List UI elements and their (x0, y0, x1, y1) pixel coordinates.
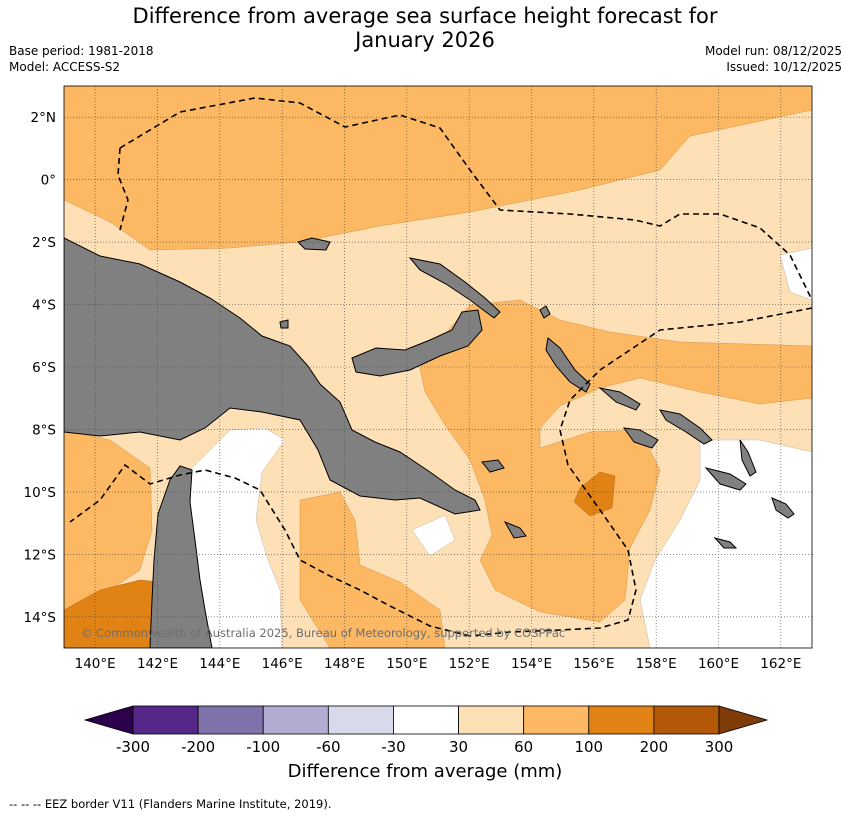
eez-legend-footnote: -- -- -- EEZ border V11 (Flanders Marine… (9, 797, 332, 811)
colorbar-segment (523, 705, 590, 735)
lon-tick-label: 162°E (760, 656, 801, 672)
colorbar-segment (132, 705, 199, 735)
land-new-ireland (408, 257, 501, 319)
lon-tick-label: 140°E (75, 656, 116, 672)
lon-tick-label: 146°E (262, 656, 303, 672)
lon-tick-label: 150°E (386, 656, 427, 672)
colorbar-extend-high (718, 705, 769, 735)
eez-borders (69, 97, 812, 637)
lat-tick-label: 8°S (32, 422, 56, 438)
lon-tick-label: 158°E (636, 656, 677, 672)
anomaly-below-30-pocket (411, 514, 456, 557)
lat-tick-label: 14°S (24, 610, 57, 626)
land-manus (297, 237, 331, 251)
colorbar-tick-label: 30 (449, 738, 468, 756)
colorbar-segment (653, 705, 720, 735)
land-malaita (739, 439, 757, 477)
land-choiseul (598, 387, 641, 411)
lon-tick-label: 156°E (573, 656, 614, 672)
colorbar: -300 -200 -100 -60 -30 30 60 100 200 300 (83, 705, 769, 756)
lat-tick-label: 6°S (32, 360, 56, 376)
lat-tick-label: 10°S (24, 485, 57, 501)
anomaly-60-100-north (64, 86, 812, 251)
eez-border-png-north (117, 147, 129, 231)
lon-tick-label: 152°E (449, 656, 490, 672)
metadata-left: Base period: 1981-2018 Model: ACCESS-S2 (9, 43, 154, 75)
colorbar-segment (262, 705, 329, 735)
land-dentrecasteaux (481, 459, 505, 473)
land-bougainville (545, 337, 591, 393)
lon-tick-label: 148°E (324, 656, 365, 672)
lat-tick-label: 2°N (31, 110, 56, 126)
model-run-label: Model run: 08/12/2025 (704, 44, 842, 58)
colorbar-segment (458, 705, 525, 735)
lon-tick-label: 154°E (511, 656, 552, 672)
lat-tick-label: 4°S (32, 298, 56, 314)
title-line-2: January 2026 (355, 28, 495, 52)
land-islet-b (713, 537, 738, 549)
colorbar-segment (327, 705, 394, 735)
land-isabel (658, 409, 713, 445)
lon-tick-label: 142°E (137, 656, 178, 672)
lon-tick-label: 144°E (199, 656, 240, 672)
lat-tick-label: 2°S (32, 235, 56, 251)
title-line-1: Difference from average sea surface heig… (132, 4, 718, 28)
land-new-britain (351, 309, 483, 377)
anomaly-60-100-south (299, 491, 446, 648)
land-new-guinea (64, 237, 481, 515)
metadata-right: Model run: 08/12/2025 Issued: 10/12/2025 (705, 43, 842, 75)
land-louisiade (503, 521, 527, 539)
colorbar-segment (197, 705, 264, 735)
land-east-islet (771, 497, 795, 519)
land-cape-york (149, 465, 213, 648)
longitude-tick-labels: 140°E 142°E 144°E 146°E 148°E 150°E 152°E 154°E… (75, 656, 802, 672)
colorbar-segment (588, 705, 655, 735)
copyright-notice: © Commonwealth of Australia 2025, Bureau… (81, 626, 565, 640)
anomaly-100-200-coral-sea (573, 471, 616, 517)
colorbar-tick-label: -30 (381, 738, 406, 756)
land-islet-c (279, 319, 289, 329)
land-islet-a (539, 305, 551, 319)
latitude-tick-labels: 2°N 0° 2°S 4°S 6°S 8°S 10°S 12°S 14°S (24, 110, 57, 626)
lat-tick-label: 12°S (24, 547, 57, 563)
colorbar-tick-label: 300 (705, 738, 734, 756)
model-label: Model: ACCESS-S2 (9, 60, 121, 74)
colorbar-tick-label: -60 (316, 738, 341, 756)
lon-tick-label: 160°E (698, 656, 739, 672)
anomaly-below-30-gulf (189, 427, 286, 648)
colorbar-extend-low (83, 705, 134, 735)
colorbar-tick-label: -200 (181, 738, 215, 756)
colorbar-tick-label: 60 (514, 738, 533, 756)
colorbar-tick-label: 100 (574, 738, 603, 756)
map-area: © Commonwealth of Australia 2025, Bureau… (64, 86, 812, 648)
land-makira (704, 467, 747, 491)
anomaly-60-100-central (419, 299, 812, 623)
eez-border-png-south (69, 463, 471, 637)
issued-label: Issued: 10/12/2025 (726, 60, 842, 74)
colorbar-segment (393, 705, 459, 735)
colorbar-tick-label: 200 (640, 738, 669, 756)
base-period-label: Base period: 1981-2018 (9, 44, 154, 58)
eez-border-png-north-arc (119, 97, 812, 301)
anomaly-below-30-east (779, 247, 812, 301)
colorbar-tick-label: -100 (246, 738, 280, 756)
map-frame (63, 85, 813, 649)
map-grid (64, 86, 812, 648)
lat-tick-label: 0° (41, 173, 56, 189)
chart-title: Difference from average sea surface heig… (0, 4, 850, 52)
eez-border-solomons (469, 307, 812, 637)
colorbar-tick-label: -300 (116, 738, 150, 756)
colorbar-title: Difference from average (mm) (287, 761, 563, 782)
